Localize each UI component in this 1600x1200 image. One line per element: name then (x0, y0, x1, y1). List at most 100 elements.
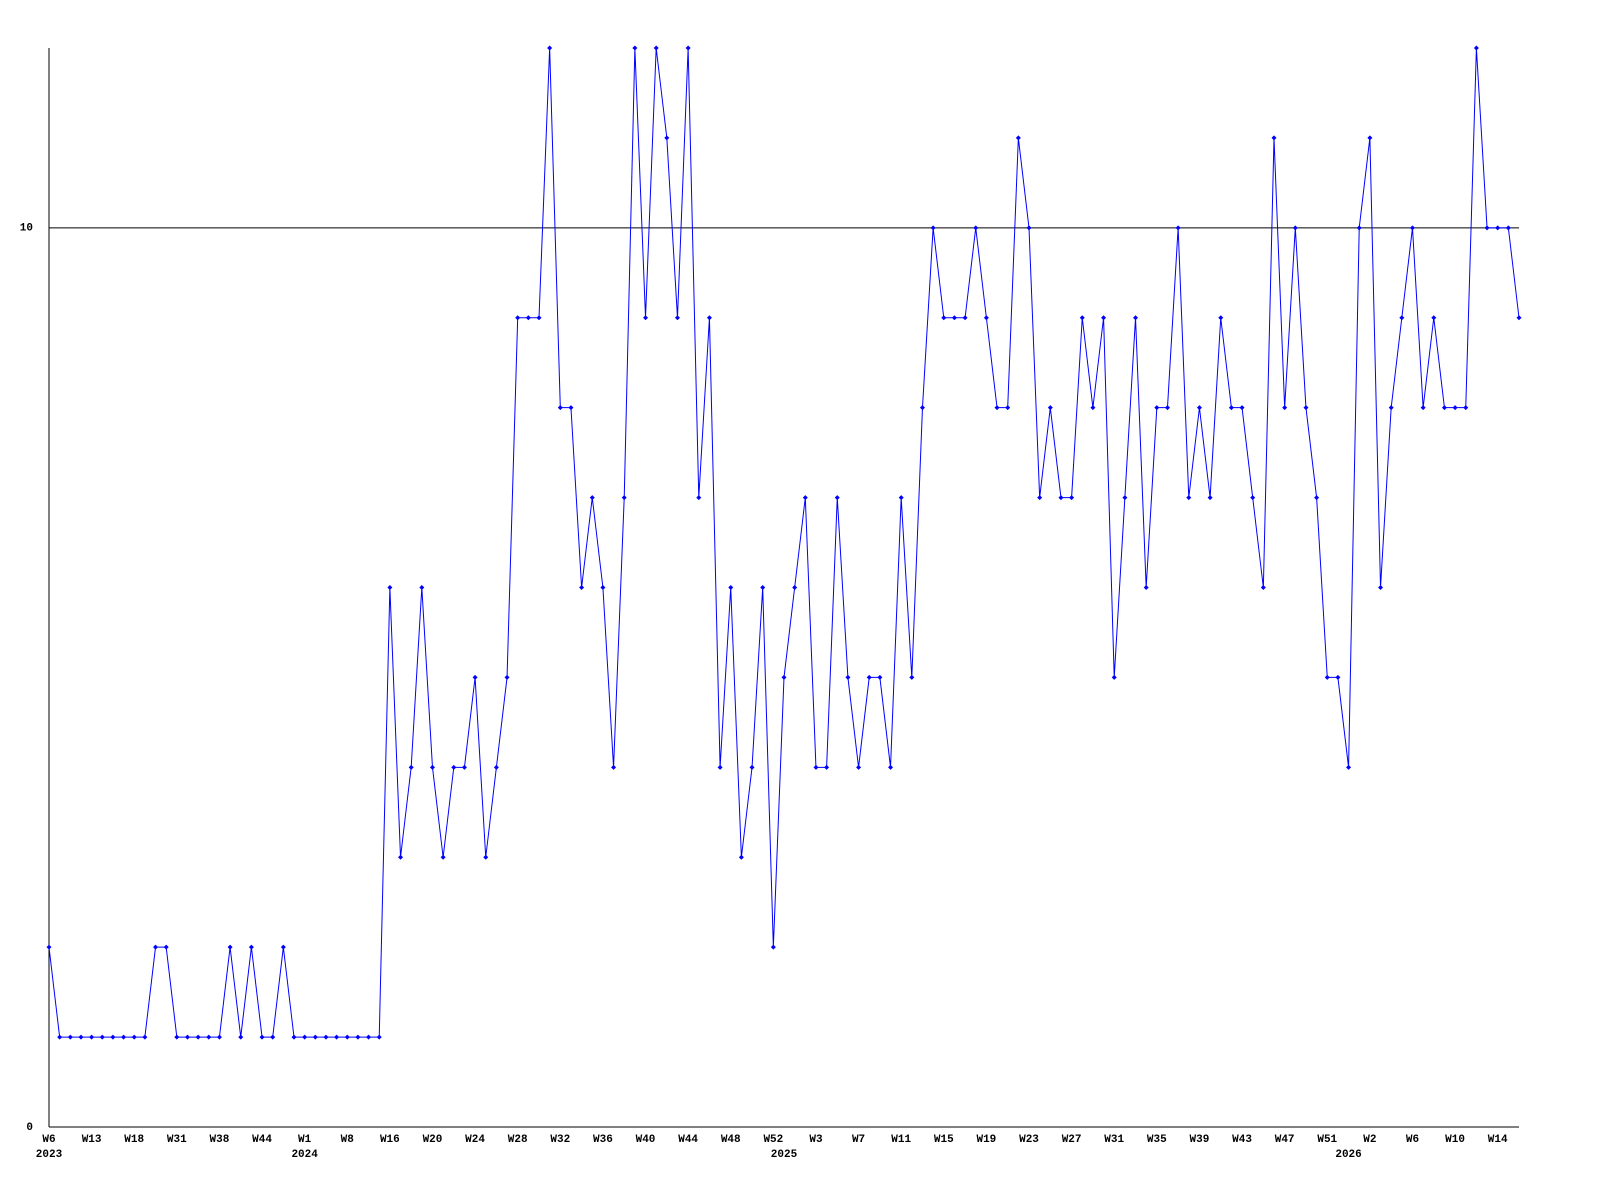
data-point (89, 1034, 95, 1040)
data-point (1250, 495, 1256, 501)
data-point (270, 1034, 276, 1040)
data-point (280, 944, 286, 950)
data-point (547, 45, 553, 51)
x-year-label: 2025 (771, 1149, 798, 1161)
data-point (1441, 405, 1447, 411)
data-point (557, 405, 563, 411)
x-tick-label: W3 (809, 1134, 823, 1146)
data-point (1175, 225, 1181, 231)
data-point (1058, 495, 1064, 501)
data-point (46, 944, 52, 950)
data-point (312, 1034, 318, 1040)
x-tick-label: W2 (1363, 1134, 1376, 1146)
data-point (632, 45, 638, 51)
data-point (1282, 405, 1288, 411)
data-point (344, 1034, 350, 1040)
data-point (461, 764, 467, 770)
data-point (1228, 405, 1234, 411)
x-tick-label: W38 (210, 1134, 230, 1146)
data-point (153, 944, 159, 950)
data-point (962, 315, 968, 321)
data-point (802, 495, 808, 501)
data-point (1037, 495, 1043, 501)
x-tick-label: W20 (423, 1134, 443, 1146)
data-point (728, 585, 734, 590)
data-point (717, 764, 723, 770)
data-point (738, 854, 744, 860)
x-tick-label: W6 (1406, 1134, 1419, 1146)
x-tick-label: W44 (678, 1134, 698, 1146)
x-tick-label: W8 (341, 1134, 355, 1146)
data-point (1399, 315, 1405, 321)
data-point (930, 225, 936, 231)
data-point (579, 585, 585, 590)
data-point (792, 585, 798, 590)
data-point (1409, 225, 1415, 231)
data-point (355, 1034, 361, 1040)
x-tick-label: W36 (593, 1134, 613, 1146)
x-tick-label: W27 (1062, 1134, 1082, 1146)
x-tick-label: W18 (124, 1134, 144, 1146)
data-point (110, 1034, 116, 1040)
data-point (824, 764, 830, 770)
x-tick-label: W43 (1232, 1134, 1252, 1146)
data-point (1324, 674, 1330, 680)
data-point (813, 764, 819, 770)
x-tick-label: W13 (82, 1134, 102, 1146)
data-point (973, 225, 979, 231)
data-point (163, 944, 169, 950)
data-point (302, 1034, 308, 1040)
x-tick-label: W35 (1147, 1134, 1167, 1146)
data-point (291, 1034, 297, 1040)
data-point (504, 674, 510, 680)
data-point (919, 405, 925, 411)
data-point (941, 315, 947, 321)
data-point (1505, 225, 1511, 231)
x-tick-label: W7 (852, 1134, 865, 1146)
y-tick-label: 0 (26, 1122, 33, 1134)
data-point (643, 315, 649, 321)
data-point (366, 1034, 372, 1040)
x-year-label: 2023 (36, 1149, 63, 1161)
data-point (1452, 405, 1458, 411)
data-point (898, 495, 904, 501)
data-point (440, 854, 446, 860)
x-tick-label: W28 (508, 1134, 528, 1146)
x-tick-label: W52 (763, 1134, 783, 1146)
data-point (334, 1034, 340, 1040)
data-point (1335, 674, 1341, 680)
x-tick-label: W44 (252, 1134, 272, 1146)
data-point (770, 944, 776, 950)
x-tick-label: W32 (550, 1134, 570, 1146)
data-point (951, 315, 957, 321)
data-point (1122, 495, 1128, 501)
data-point (653, 45, 659, 51)
data-point (1133, 315, 1139, 321)
x-tick-label: W48 (721, 1134, 741, 1146)
data-point (1164, 405, 1170, 411)
x-tick-label: W10 (1445, 1134, 1465, 1146)
x-tick-label: W31 (1104, 1134, 1124, 1146)
data-point (1367, 135, 1373, 141)
data-point (131, 1034, 137, 1040)
data-point (1005, 405, 1011, 411)
data-point (834, 495, 840, 501)
data-point (568, 405, 574, 411)
x-tick-label: W14 (1488, 1134, 1508, 1146)
x-tick-label: W40 (636, 1134, 656, 1146)
data-point (664, 135, 670, 141)
data-point (781, 674, 787, 680)
data-point (1196, 405, 1202, 411)
data-point (1516, 315, 1522, 321)
data-point (983, 315, 989, 321)
data-point (419, 585, 425, 590)
x-tick-label: W47 (1275, 1134, 1295, 1146)
data-point (174, 1034, 180, 1040)
data-point (877, 674, 883, 680)
data-point (749, 764, 755, 770)
x-tick-label: W23 (1019, 1134, 1039, 1146)
x-year-label: 2024 (291, 1149, 318, 1161)
data-point (1271, 135, 1277, 141)
x-tick-label: W16 (380, 1134, 400, 1146)
